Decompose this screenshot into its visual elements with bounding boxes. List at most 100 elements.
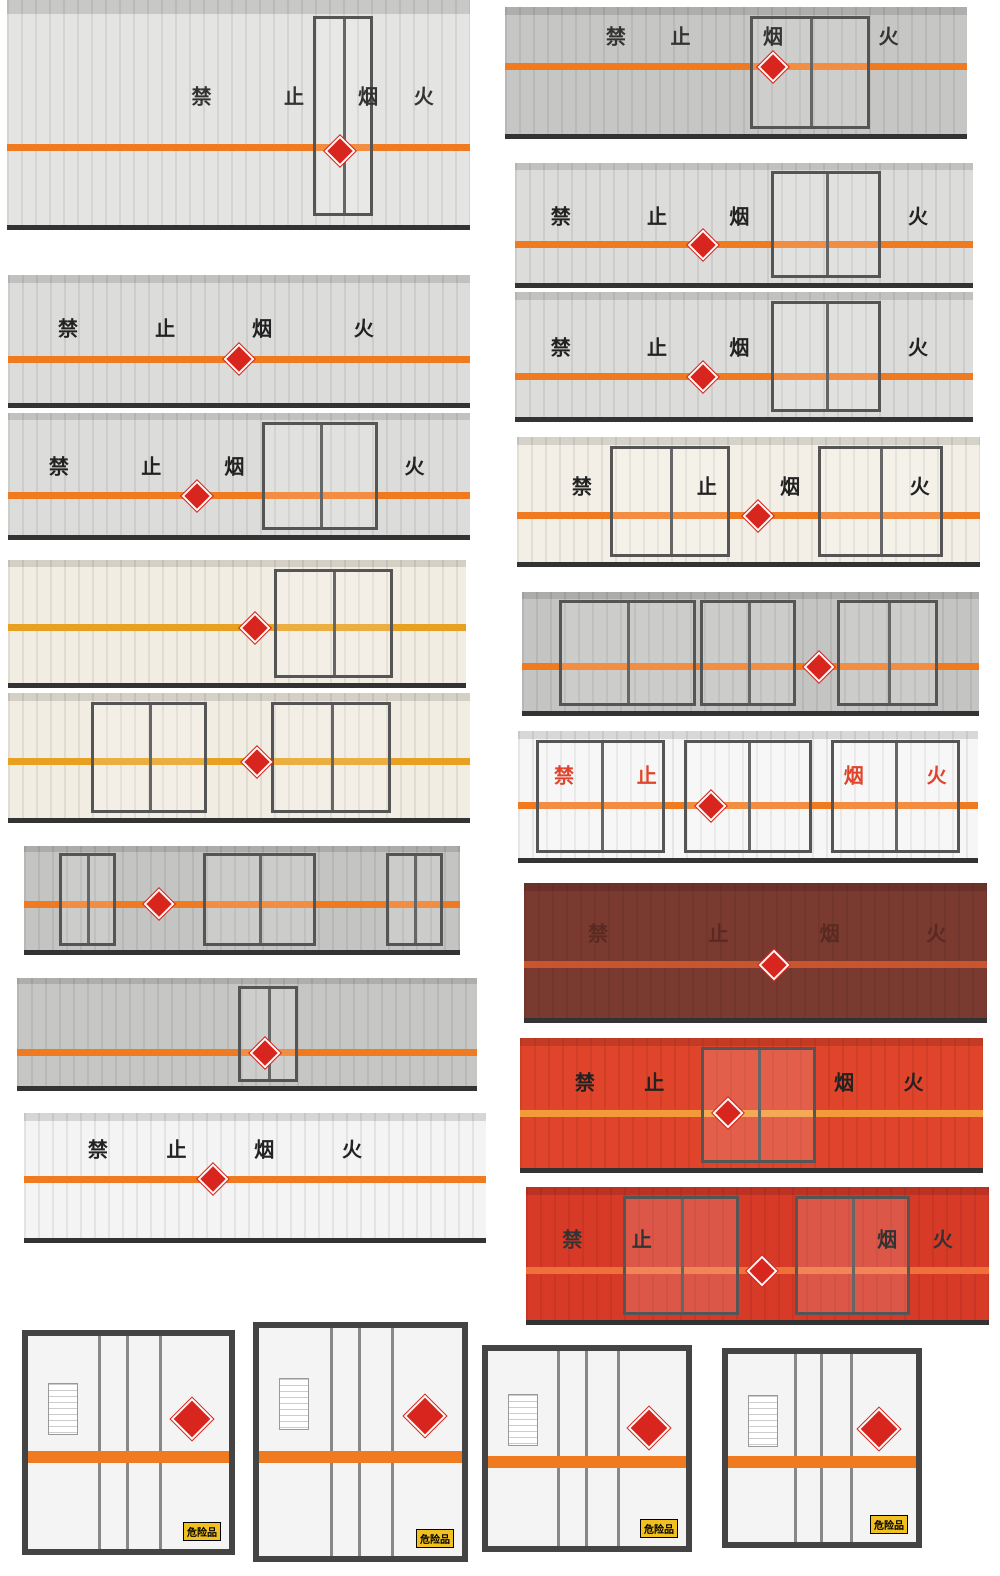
truck-box-rear-view: 危险品 [22,1330,235,1555]
box-top-band [7,0,470,14]
info-label [748,1395,778,1448]
slogan-character: 烟 [224,454,245,479]
slogan-character: 禁 [58,316,79,341]
slogan-character: 火 [413,84,434,108]
slogan-character: 烟 [843,763,864,788]
box-top-band [515,292,973,300]
slogan-character: 禁 [48,454,69,479]
info-label [48,1382,78,1435]
side-door [683,739,813,853]
slogan-character: 禁 [554,763,574,788]
side-door [91,701,207,813]
reflective-stripe [728,1455,916,1468]
reflective-stripe [24,901,460,909]
slogan-character: 禁 [588,921,609,946]
reflective-stripe [488,1456,686,1469]
side-door [558,600,696,707]
flammable-hazard-diamond-icon [626,1405,672,1452]
slogan-character: 禁 [87,1137,108,1162]
slogan-character: 止 [141,454,162,479]
slogan-character: 火 [342,1137,363,1162]
box-top-band [524,883,987,892]
truck-box-rear-view: 危险品 [253,1322,468,1562]
door-rod [330,1328,334,1556]
door-seam [126,1336,130,1549]
reflective-stripe [24,1175,486,1183]
reflective-stripe [515,241,973,248]
slogan-character: 火 [908,204,929,229]
door-seam [820,1354,824,1542]
truck-box-side-view: 禁止烟火 [515,292,973,422]
side-door [312,15,373,216]
box-ribs [17,978,477,1086]
box-top-band [24,846,460,853]
side-door [385,853,443,946]
side-door [830,739,960,853]
truck-box-side-view: 禁止烟火 [517,437,980,567]
slogan-character: 烟 [762,24,783,49]
slogan-character: 烟 [252,316,273,341]
truck-box-side-view: 禁止烟火 [7,0,470,230]
truck-box-rear-view: 危险品 [482,1345,692,1552]
box-top-band [505,7,967,15]
truck-box-side-view: 禁止烟火 [8,413,470,540]
slogan-character: 禁 [605,24,626,49]
door-rod [557,1351,561,1546]
box-top-band [518,731,978,739]
slogan-character: 禁 [191,84,212,108]
slogan-character: 止 [708,921,729,946]
side-door [58,853,116,946]
slogan-character: 火 [926,921,947,946]
door-rod [158,1336,162,1549]
box-ribs [505,7,967,134]
door-rod [390,1328,394,1556]
truck-box-side-view: 禁止烟火 [505,7,967,139]
reflective-stripe [7,144,470,151]
slogan-character: 禁 [571,474,592,498]
box-ribs [517,437,980,562]
side-door [700,600,797,707]
flammable-hazard-diamond-icon [402,1393,448,1439]
door-rod [616,1351,620,1546]
reflective-stripe [524,961,987,969]
slogan-character: 止 [155,316,176,341]
slogan-character: 火 [932,1227,953,1252]
info-label [508,1393,538,1446]
slogan-character: 止 [636,763,657,788]
flammable-hazard-diamond-icon [856,1406,902,1452]
slogan-character: 火 [903,1070,924,1095]
slogan-character: 火 [908,335,929,360]
slogan-character: 烟 [729,335,750,360]
side-door [609,445,730,557]
box-top-band [520,1038,983,1046]
reflective-stripe [259,1451,462,1464]
slogan-character: 火 [878,24,899,49]
box-ribs [515,292,973,417]
box-ribs [520,1038,983,1168]
box-top-band [522,592,979,600]
box-top-band [8,560,466,568]
door-seam [358,1328,362,1556]
slogan-character: 禁 [574,1070,595,1095]
box-top-band [517,437,980,445]
slogan-character: 烟 [780,474,801,498]
side-door [623,1196,739,1315]
truck-box-rear-view: 危险品 [722,1348,922,1548]
truck-box-side-view [17,978,477,1091]
slogan-character: 火 [926,763,947,788]
side-door [202,853,317,946]
reflective-stripe [505,62,967,70]
truck-box-side-view: 禁止烟火 [526,1187,989,1325]
side-door [771,300,882,412]
box-top-band [24,1113,486,1121]
hazard-plate: 危险品 [416,1529,454,1548]
box-ribs [8,560,466,683]
side-door [536,739,666,853]
truck-box-side-view [8,693,470,823]
side-door [262,421,378,531]
side-door [771,171,882,279]
truck-box-side-view: 禁止烟火 [518,731,978,863]
door-seam [585,1351,589,1546]
slogan-character: 烟 [834,1070,855,1095]
info-label [279,1378,309,1431]
